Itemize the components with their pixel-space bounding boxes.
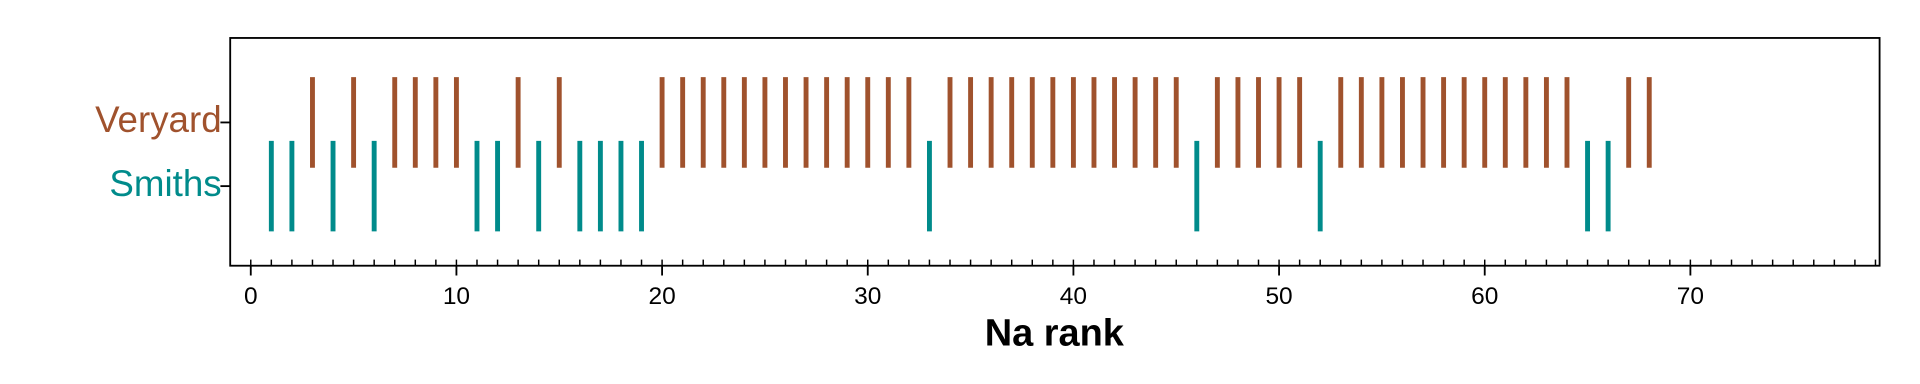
x-tick-label: 20 — [648, 283, 675, 310]
y-tick-label: Smiths — [109, 163, 221, 204]
x-tick-label: 10 — [443, 283, 470, 310]
x-tick-label: 50 — [1265, 283, 1292, 310]
y-tick-label: Veryard — [95, 99, 222, 140]
x-tick-label: 40 — [1060, 283, 1087, 310]
x-tick-label: 0 — [244, 283, 258, 310]
x-tick-label: 70 — [1677, 283, 1704, 310]
plot-frame — [229, 37, 1881, 267]
x-tick-label: 30 — [854, 283, 881, 310]
x-tick-label: 60 — [1471, 283, 1498, 310]
x-axis-title: Na rank — [985, 313, 1125, 355]
